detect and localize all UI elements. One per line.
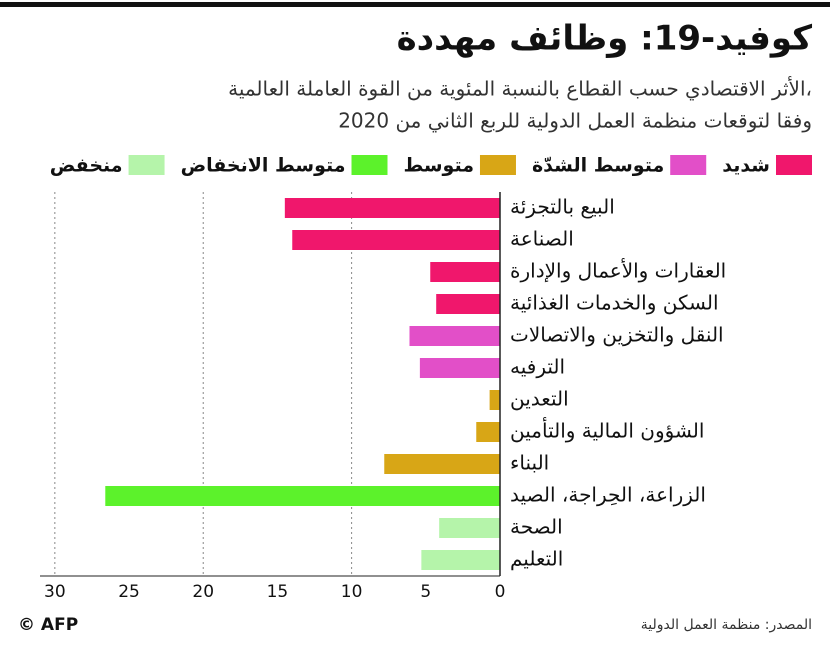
category-label: العقارات والأعمال والإدارة bbox=[510, 259, 726, 283]
top-rule bbox=[0, 2, 830, 7]
legend-label: متوسط الشدّة bbox=[532, 155, 664, 177]
category-label: الترفيه bbox=[510, 355, 565, 379]
category-label: النقل والتخزين والاتصالات bbox=[510, 323, 724, 347]
subtitle: وفقا لتوقعات منظمة العمل الدولية للربع ا… bbox=[338, 109, 812, 134]
category-label: السكن والخدمات الغذائية bbox=[510, 291, 719, 315]
legend-label: متوسط bbox=[404, 155, 474, 177]
x-tick-label: 30 bbox=[44, 582, 66, 602]
category-label: التعدين bbox=[510, 387, 569, 411]
x-tick-label: 5 bbox=[420, 582, 431, 602]
legend-swatch bbox=[479, 155, 516, 175]
source: المصدر: منظمة العمل الدولية bbox=[641, 617, 812, 633]
bar bbox=[436, 294, 500, 314]
bar bbox=[105, 486, 501, 506]
legend-label: شديد bbox=[722, 155, 770, 177]
legend-swatch bbox=[351, 155, 388, 175]
bar bbox=[489, 390, 500, 410]
bar bbox=[421, 550, 500, 570]
category-label: البناء bbox=[510, 451, 549, 475]
category-label: الزراعة، الحِراجة، الصيد bbox=[510, 483, 706, 507]
x-tick-label: 25 bbox=[118, 582, 140, 602]
category-label: الشؤون المالية والتأمين bbox=[510, 417, 704, 443]
bar bbox=[430, 262, 500, 282]
legend-label: منخفض bbox=[50, 155, 123, 177]
bar bbox=[384, 454, 500, 474]
category-label: البيع بالتجزئة bbox=[510, 195, 615, 219]
legend-swatch bbox=[776, 155, 812, 175]
legend-label: متوسط الانخفاض bbox=[181, 155, 346, 177]
bar bbox=[292, 230, 500, 250]
chart-title: كوفيد-19: وظائف مهددة bbox=[397, 19, 813, 59]
bar bbox=[409, 326, 500, 346]
category-label: الصناعة bbox=[510, 227, 574, 251]
bar bbox=[439, 518, 500, 538]
bar bbox=[419, 358, 500, 378]
subtitle: الأثر الاقتصادي حسب القطاع بالنسبة المئو… bbox=[228, 77, 812, 102]
x-tick-label: 20 bbox=[192, 582, 214, 602]
credit: © AFP bbox=[18, 615, 78, 635]
bar bbox=[476, 422, 500, 442]
legend-swatch bbox=[670, 155, 707, 175]
bar bbox=[284, 198, 500, 218]
legend-swatch bbox=[128, 155, 165, 175]
category-label: الصحة bbox=[510, 515, 563, 539]
x-tick-label: 15 bbox=[267, 582, 289, 602]
x-tick-label: 10 bbox=[341, 582, 363, 602]
x-tick-label: 0 bbox=[495, 582, 506, 602]
category-label: التعليم bbox=[510, 547, 563, 571]
